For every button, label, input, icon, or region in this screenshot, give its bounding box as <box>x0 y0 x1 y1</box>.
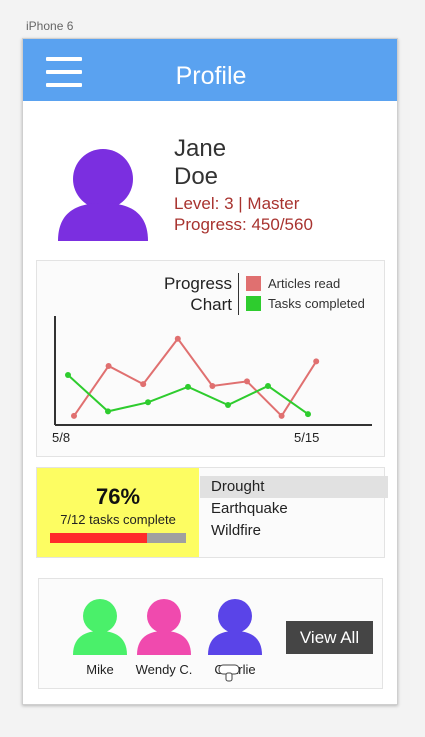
user-avatar-icon <box>58 149 148 241</box>
data-point <box>225 402 231 409</box>
first-name: Jane <box>174 135 227 162</box>
series-line <box>67 374 309 415</box>
friend-name: Wendy C. <box>135 662 193 677</box>
device-label: iPhone 6 <box>26 19 74 33</box>
progress-chart-card: Progress Chart Articles read Tasks compl… <box>36 260 385 457</box>
hamburger-icon[interactable] <box>46 57 82 87</box>
friend-item[interactable]: Wendy C. <box>133 599 195 681</box>
progress-bar <box>50 533 186 543</box>
data-point <box>140 381 147 388</box>
friend-avatar-icon <box>208 599 262 655</box>
legend-label-articles: Articles read <box>268 276 341 291</box>
legend-divider <box>238 273 239 315</box>
data-point <box>209 382 216 389</box>
page-title: Profile <box>175 62 247 90</box>
topic-item[interactable]: Drought <box>200 476 388 498</box>
series-line <box>73 337 318 418</box>
data-point <box>105 408 111 415</box>
phone-frame: Profile Jane Doe Level: 3 | Master Progr… <box>22 38 398 705</box>
friend-item[interactable]: Mike <box>69 599 131 681</box>
progress-text: Progress: 450/560 <box>174 215 313 234</box>
data-point <box>305 411 311 418</box>
data-point <box>145 399 151 406</box>
data-point <box>265 382 271 389</box>
line-chart: 5/8 5/15 <box>52 316 372 445</box>
task-progress-card: 76% 7/12 tasks complete Drought Earthquak… <box>36 467 388 558</box>
app-header: Profile <box>23 39 397 101</box>
data-point <box>313 358 320 365</box>
data-point <box>244 378 250 385</box>
topic-list: Drought Earthquake Wildfire <box>200 476 388 542</box>
data-point <box>174 335 181 342</box>
legend-swatch-articles <box>246 276 261 291</box>
data-point <box>185 383 191 390</box>
chart-title: Progress Chart <box>163 274 232 314</box>
level-text: Level: 3 | Master <box>174 194 300 213</box>
hand-cursor-icon <box>218 664 240 682</box>
friend-avatar-icon <box>137 599 191 655</box>
tasks-complete-text: 7/12 tasks complete <box>60 512 176 527</box>
data-point <box>105 362 112 369</box>
x-tick-label: 5/15 <box>294 430 319 445</box>
last-name: Doe <box>174 163 219 190</box>
friend-avatar-icon <box>73 599 127 655</box>
data-point <box>278 412 285 419</box>
progress-bar-fill <box>50 533 147 543</box>
progress-box: 76% 7/12 tasks complete <box>37 468 199 557</box>
view-all-button[interactable]: View All <box>286 621 373 654</box>
data-point <box>71 412 77 419</box>
topic-item[interactable]: Earthquake <box>211 500 288 517</box>
legend-item-articles: Articles read <box>246 275 340 292</box>
legend-item-tasks: Tasks completed <box>246 295 365 312</box>
topic-item[interactable]: Wildfire <box>211 522 262 539</box>
progress-percent: 76% <box>95 484 141 509</box>
friend-name: Mike <box>86 662 114 677</box>
legend-swatch-tasks <box>246 296 261 311</box>
data-point <box>65 372 71 379</box>
x-tick-label: 5/8 <box>52 430 70 445</box>
legend-label-tasks: Tasks completed <box>268 296 365 311</box>
profile-info: Jane Doe Level: 3 | Master Progress: 450… <box>174 135 313 235</box>
